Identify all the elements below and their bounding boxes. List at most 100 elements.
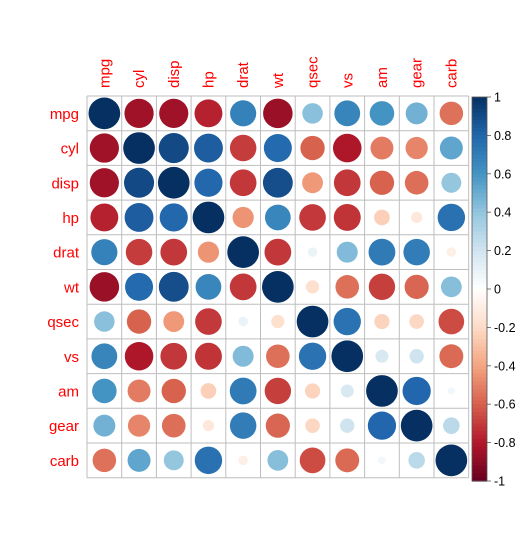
corr-circle-qsec-carb — [438, 308, 465, 335]
corr-circle-wt-carb — [440, 276, 462, 298]
colorbar-segment — [472, 262, 487, 267]
colorbar-tick-label: 1 — [494, 91, 501, 105]
column-label-qsec: qsec — [305, 56, 322, 88]
grid-lines — [86, 95, 470, 479]
corr-circle-hp-vs — [333, 203, 361, 231]
colorbar-segment — [472, 162, 487, 167]
colorbar-segment — [472, 473, 487, 478]
colorbar-segment — [472, 189, 487, 194]
corr-circle-vs-vs — [331, 340, 364, 373]
colorbar-segment — [472, 477, 487, 482]
corr-circle-disp-drat — [229, 169, 257, 197]
corr-circle-disp-hp — [194, 168, 223, 197]
colorbar-segment — [472, 457, 487, 463]
colorbar-segment — [472, 196, 487, 202]
corr-circle-cyl-cyl — [123, 132, 155, 164]
colorbar-segment — [472, 258, 487, 263]
colorbar-segment — [472, 388, 487, 394]
corr-circle-disp-qsec — [302, 172, 323, 194]
corr-circle-mpg-am — [369, 101, 395, 126]
corr-circle-vs-wt — [266, 344, 290, 369]
colorbar-segment — [472, 319, 487, 325]
corr-circle-wt-mpg — [89, 272, 120, 302]
colorbar-segment — [472, 315, 487, 321]
corr-circle-am-gear — [402, 376, 431, 406]
colorbar-segment — [472, 173, 487, 179]
colorbar-segment — [472, 304, 487, 309]
corr-circle-mpg-vs — [334, 100, 361, 127]
corr-circle-hp-mpg — [90, 203, 119, 232]
corr-circle-cyl-gear — [405, 136, 428, 160]
corr-circle-drat-wt — [264, 238, 292, 266]
corr-circle-disp-gear — [404, 170, 429, 195]
corr-circle-vs-am — [375, 349, 389, 363]
row-label-drat: drat — [53, 245, 80, 262]
corr-circle-am-drat — [229, 377, 257, 405]
colorbar-segment — [472, 146, 487, 152]
colorbar-segment — [472, 143, 487, 148]
corr-circle-vs-cyl — [124, 341, 154, 371]
colorbar-segment — [472, 419, 487, 424]
corr-circle-mpg-disp — [159, 98, 189, 128]
colorbar-segment — [472, 139, 487, 144]
colorbar-segment — [472, 296, 487, 302]
colorbar-segment — [472, 400, 487, 405]
corr-circle-cyl-hp — [193, 133, 223, 163]
corr-circle-disp-mpg — [89, 168, 119, 198]
corr-circle-mpg-qsec — [302, 103, 323, 124]
corr-circle-carb-wt — [267, 449, 289, 471]
colorbar-segment — [472, 446, 487, 451]
colorbar-segment — [472, 431, 487, 436]
corr-circle-drat-drat — [227, 236, 259, 268]
colorbar-segment — [472, 312, 487, 317]
colorbar-segment — [472, 131, 487, 136]
colorbar-segment — [472, 154, 487, 160]
colorbar-tick-label: -1 — [494, 475, 505, 489]
colorbar-segment — [472, 177, 487, 183]
colorbar-segment — [472, 454, 487, 459]
colorbar-segment — [472, 185, 487, 190]
colorbar-segment — [472, 465, 487, 471]
corr-circle-disp-wt — [262, 167, 293, 198]
corr-circle-am-disp — [161, 378, 186, 404]
colorbar-segment — [472, 219, 487, 225]
colorbar-segment — [472, 123, 487, 129]
colorbar-segment — [472, 216, 487, 221]
colorbar-segment — [472, 327, 487, 332]
corr-circle-disp-carb — [441, 172, 462, 193]
colorbar-segment — [472, 242, 487, 248]
column-label-gear: gear — [409, 58, 426, 88]
corr-circle-wt-qsec — [305, 280, 320, 294]
colorbar-segment — [472, 246, 487, 252]
colorbar-segment — [472, 273, 487, 279]
corr-circle-gear-drat — [229, 412, 257, 439]
colorbar-segment — [472, 100, 487, 106]
row-label-hp: hp — [62, 210, 79, 227]
corr-circle-vs-drat — [232, 345, 254, 367]
corr-circle-wt-cyl — [125, 272, 154, 301]
colorbar-segment — [472, 231, 487, 236]
row-labels: mpg cyl disp hp drat wt qsec vs am gear carb — [47, 106, 80, 470]
corr-circle-wt-vs — [335, 275, 360, 299]
corr-circle-carb-mpg — [92, 448, 117, 473]
colorbar-segment — [472, 361, 487, 367]
corr-circle-mpg-hp — [194, 99, 223, 128]
color-legend: 1 0.8 0.6 0.4 0.2 0 -0.2 -0.4 -0.6 -0.8 -1 — [471, 91, 516, 489]
corr-circle-hp-wt — [264, 204, 291, 231]
colorbar-segment — [472, 204, 487, 209]
colorbar-segment — [472, 434, 487, 440]
row-label-carb: carb — [50, 453, 79, 470]
colorbar-tick-label: -0.6 — [494, 398, 516, 412]
colorbar-segment — [472, 223, 487, 229]
colorbar-segment — [472, 239, 487, 244]
colorbar-segment — [472, 450, 487, 455]
colorbar-segment — [472, 469, 487, 474]
corr-circle-carb-drat — [238, 455, 248, 466]
colorbar-segment — [472, 277, 487, 282]
colorbar-segment — [472, 108, 487, 113]
colorbar-segment — [472, 365, 487, 371]
colorbar-segment — [472, 289, 487, 294]
colorbar-segment — [472, 427, 487, 432]
row-label-am: am — [58, 383, 79, 400]
corr-circle-carb-hp — [194, 446, 223, 475]
